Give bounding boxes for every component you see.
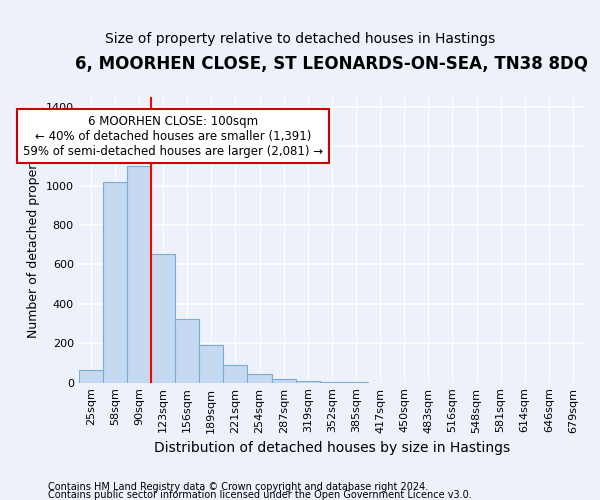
Bar — [199, 345, 223, 383]
Bar — [223, 365, 247, 382]
Bar — [79, 370, 103, 382]
Bar — [272, 378, 296, 382]
Text: 6 MOORHEN CLOSE: 100sqm
← 40% of detached houses are smaller (1,391)
59% of semi: 6 MOORHEN CLOSE: 100sqm ← 40% of detache… — [23, 114, 323, 158]
Text: Contains HM Land Registry data © Crown copyright and database right 2024.: Contains HM Land Registry data © Crown c… — [48, 482, 428, 492]
Text: Contains public sector information licensed under the Open Government Licence v3: Contains public sector information licen… — [48, 490, 472, 500]
Bar — [296, 381, 320, 382]
X-axis label: Distribution of detached houses by size in Hastings: Distribution of detached houses by size … — [154, 441, 510, 455]
Y-axis label: Number of detached properties: Number of detached properties — [27, 141, 40, 338]
Bar — [127, 166, 151, 382]
Bar — [151, 254, 175, 382]
Bar — [247, 374, 272, 382]
Text: Size of property relative to detached houses in Hastings: Size of property relative to detached ho… — [105, 32, 495, 46]
Bar — [103, 182, 127, 382]
Bar — [175, 318, 199, 382]
Title: 6, MOORHEN CLOSE, ST LEONARDS-ON-SEA, TN38 8DQ: 6, MOORHEN CLOSE, ST LEONARDS-ON-SEA, TN… — [76, 55, 589, 73]
